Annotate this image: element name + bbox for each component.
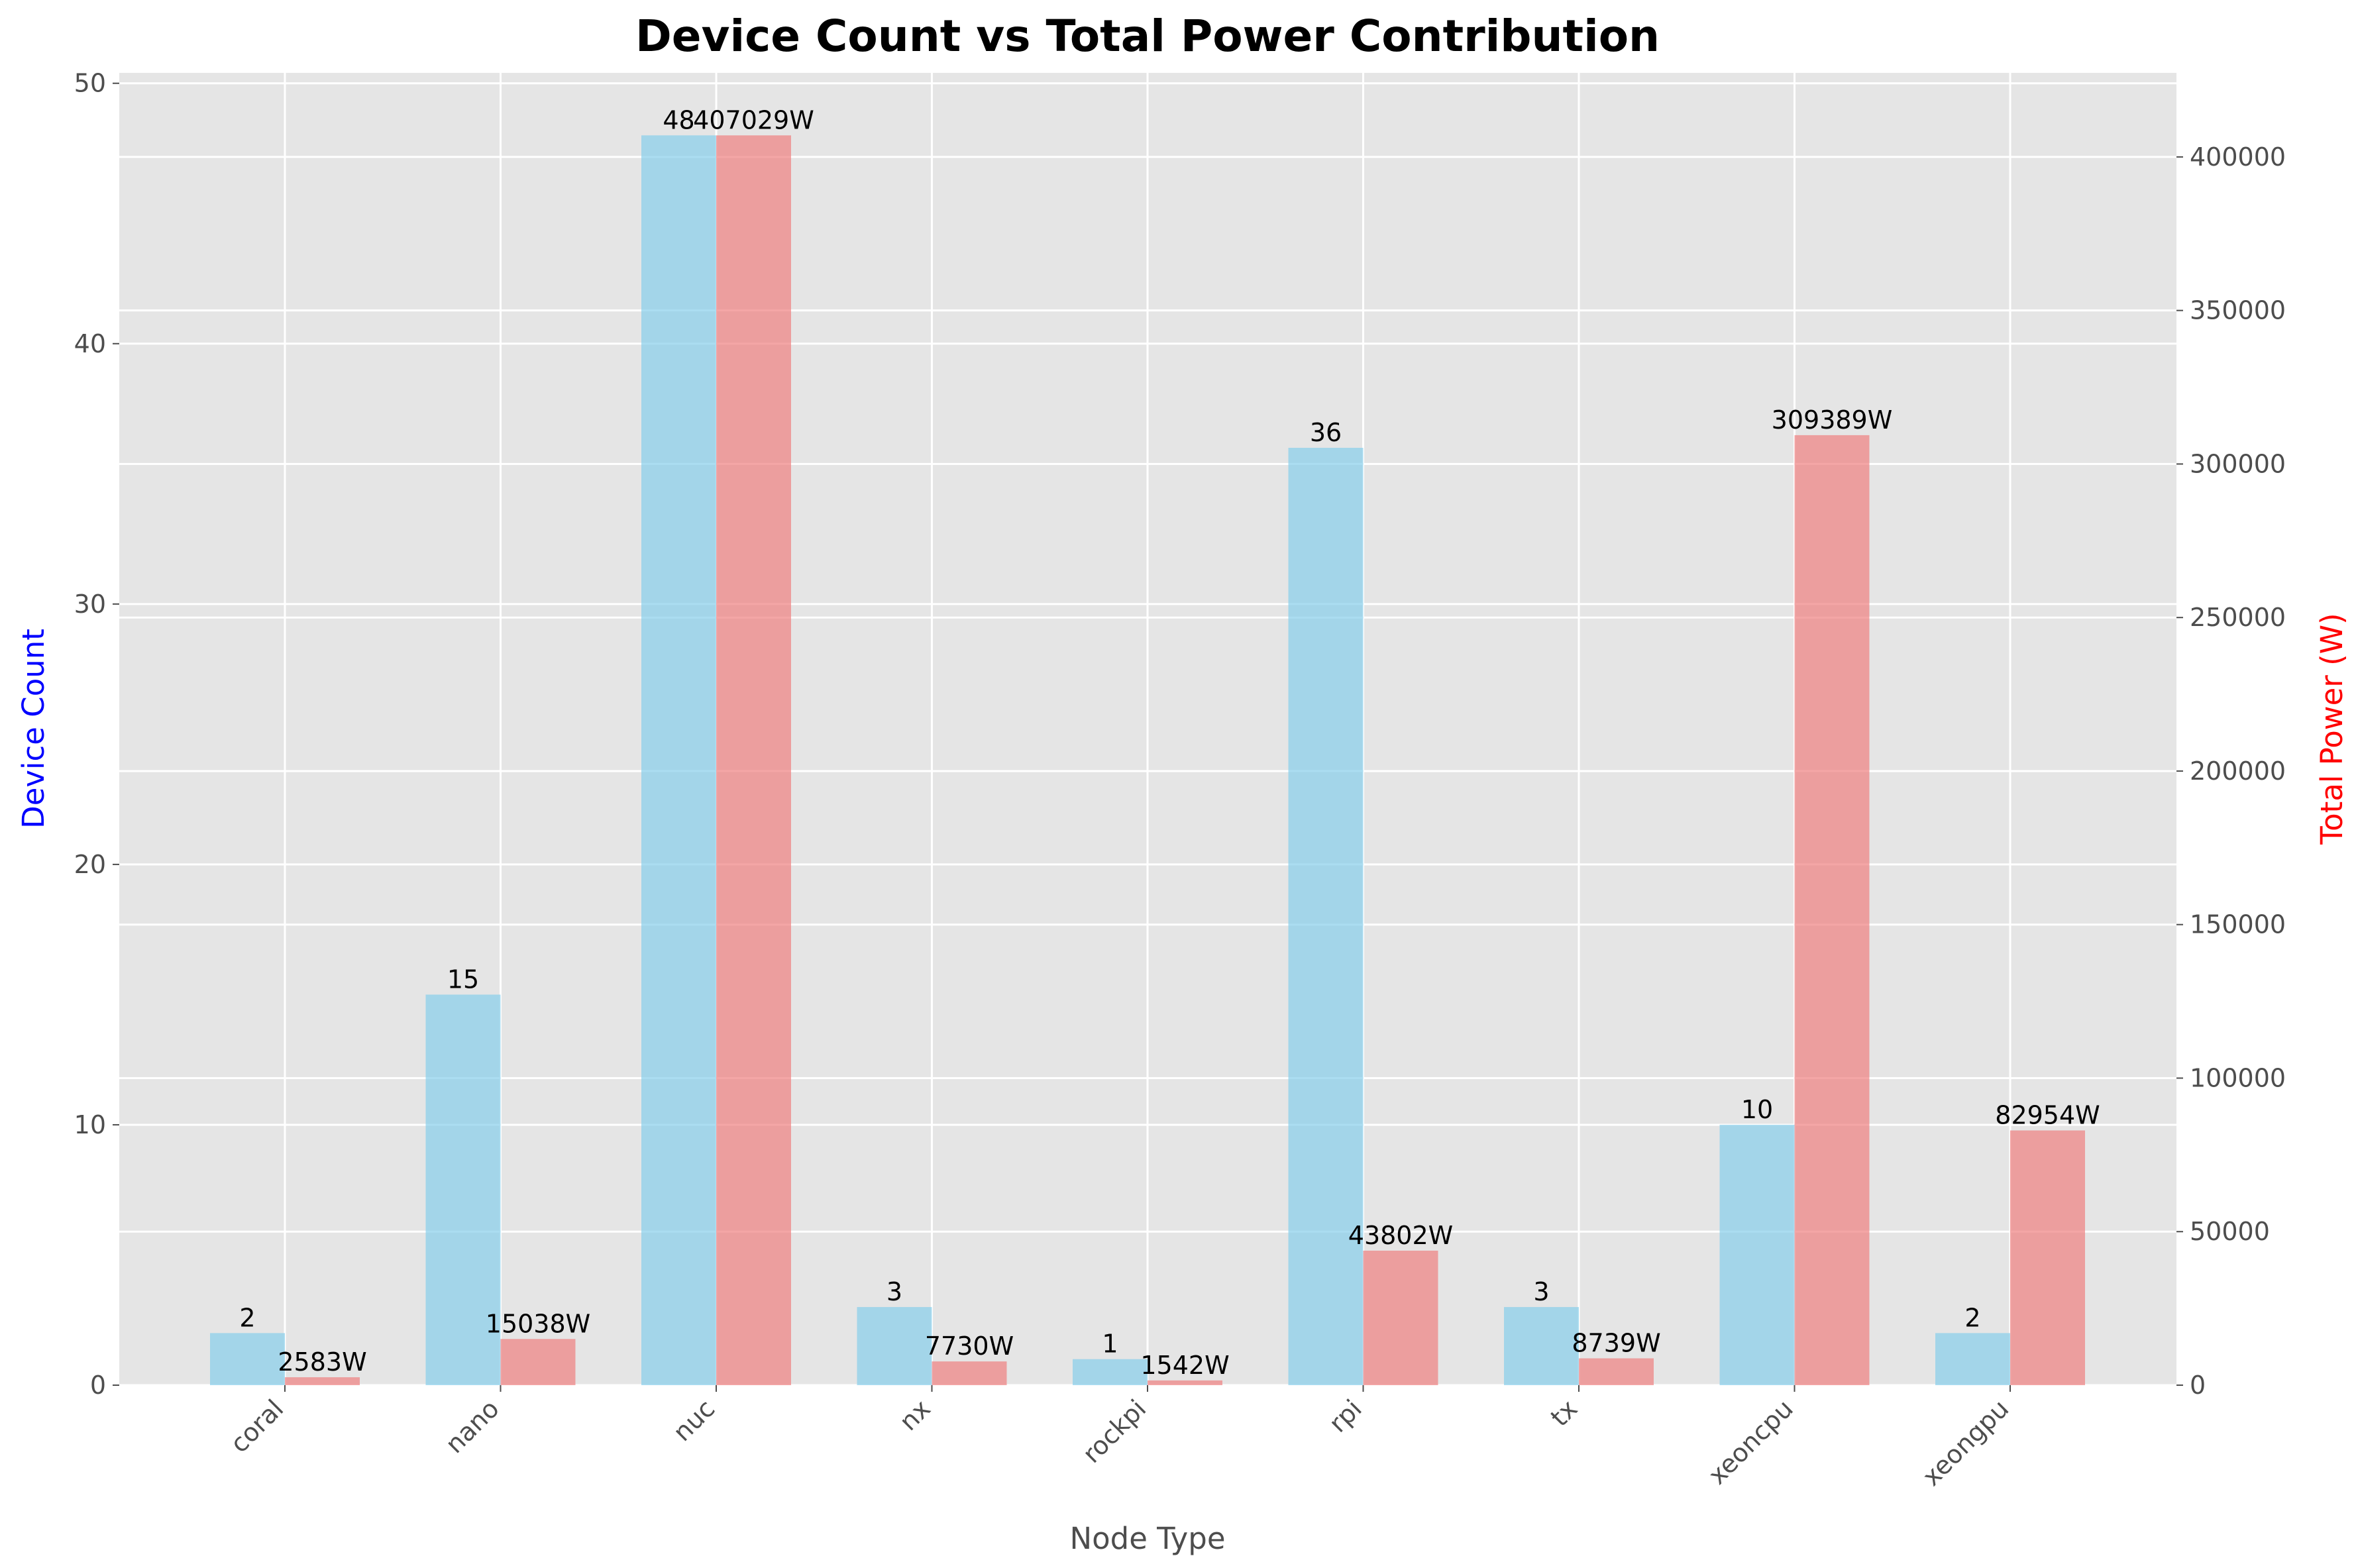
x-tick-label-coral: coral	[225, 1394, 289, 1458]
y-axis-label-right: Total Power (W)	[2314, 613, 2349, 845]
data-label: 82954W	[1995, 1100, 2100, 1129]
data-label: 15038W	[486, 1309, 590, 1338]
y-tick-label-left: 10	[74, 1110, 106, 1139]
data-label: 2	[239, 1303, 255, 1332]
bar-count-nano	[425, 994, 501, 1385]
x-tick-label-xeongpu: xeongpu	[1917, 1394, 2014, 1491]
bar-count-nx	[857, 1307, 932, 1385]
data-label: 2583W	[278, 1347, 366, 1377]
bar-series	[210, 135, 2085, 1386]
x-tick-label-rpi: rpi	[1323, 1394, 1367, 1438]
x-tick-label-xeoncpu: xeoncpu	[1703, 1394, 1799, 1490]
bar-power-rpi	[1363, 1250, 1438, 1385]
data-label: 2	[1964, 1303, 1980, 1332]
data-label: 407029W	[693, 105, 814, 134]
data-label: 309389W	[1772, 405, 1893, 435]
bar-count-coral	[210, 1333, 285, 1385]
bar-power-xeongpu	[2010, 1130, 2085, 1385]
x-tick-label-tx: tx	[1545, 1394, 1583, 1432]
chart-title: Device Count vs Total Power Contribution	[635, 11, 1660, 62]
x-tick-label-nuc: nuc	[667, 1394, 720, 1447]
x-tick-label-rockpi: rockpi	[1077, 1394, 1152, 1469]
data-label: 1	[1102, 1330, 1118, 1359]
bar-power-rockpi	[1148, 1380, 1222, 1385]
data-label: 43802W	[1348, 1221, 1453, 1250]
y-tick-label-right: 300000	[2190, 449, 2286, 478]
data-labels: 2 15 48 3 1 36 3 10 2 2583W 15038W 407029W 7730W 1542…	[239, 105, 2100, 1380]
y-tick-label-right: 0	[2190, 1371, 2206, 1400]
y-tick-label-left: 40	[74, 329, 106, 358]
bar-count-tx	[1504, 1307, 1579, 1385]
bar-power-tx	[1579, 1358, 1654, 1385]
x-axis-label: Node Type	[1069, 1521, 1225, 1556]
data-label: 1542W	[1140, 1351, 1229, 1380]
bar-count-rockpi	[1073, 1359, 1148, 1385]
bar-power-xeoncpu	[1794, 435, 1870, 1386]
y-tick-label-right: 100000	[2190, 1063, 2286, 1092]
y-tick-label-right: 350000	[2190, 296, 2286, 325]
bar-power-nx	[932, 1361, 1007, 1385]
y-axis-label-left: Device Count	[16, 629, 51, 829]
x-tick-label-nx: nx	[894, 1394, 936, 1436]
x-tick-label-nano: nano	[440, 1394, 505, 1459]
bar-power-nano	[500, 1339, 576, 1385]
bar-count-xeongpu	[1935, 1333, 2010, 1385]
data-label: 3	[886, 1277, 902, 1306]
bar-power-coral	[285, 1377, 360, 1385]
y-tick-label-left: 0	[90, 1371, 106, 1400]
data-label: 15	[447, 965, 479, 994]
data-label: 3	[1533, 1277, 1549, 1306]
data-label: 48	[663, 105, 694, 134]
data-label: 36	[1310, 418, 1342, 447]
y-tick-label-left: 20	[74, 850, 106, 879]
y-tick-label-right: 50000	[2190, 1217, 2270, 1246]
data-label: 8739W	[1572, 1328, 1660, 1357]
bar-power-nuc	[716, 135, 791, 1386]
bar-count-rpi	[1288, 448, 1364, 1385]
y-tick-label-left: 30	[74, 590, 106, 619]
y-tick-label-right: 150000	[2190, 910, 2286, 939]
data-label: 7730W	[925, 1332, 1014, 1361]
y-tick-label-left: 50	[74, 69, 106, 98]
y-tick-label-right: 400000	[2190, 142, 2286, 172]
y-tick-label-right: 250000	[2190, 603, 2286, 632]
bar-count-xeoncpu	[1719, 1124, 1795, 1385]
data-label: 10	[1741, 1095, 1773, 1124]
y-tick-label-right: 200000	[2190, 757, 2286, 786]
bar-count-nuc	[641, 135, 716, 1385]
